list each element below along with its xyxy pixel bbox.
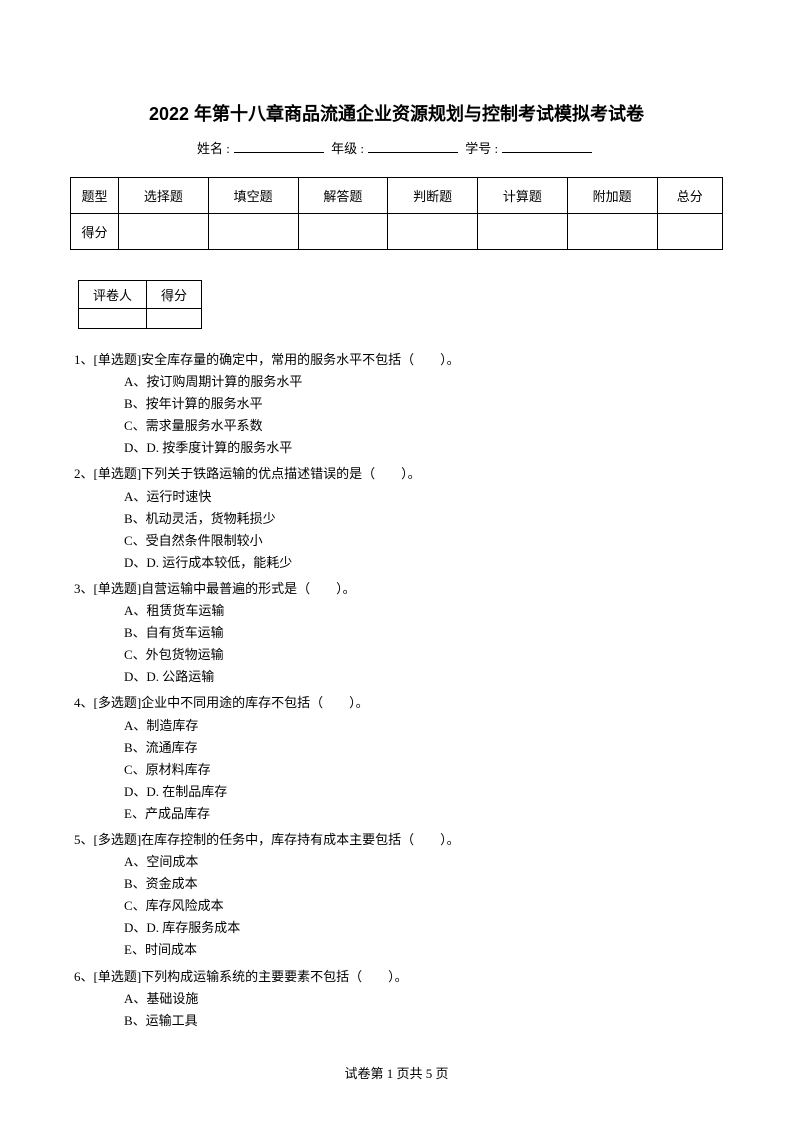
grader-score-cell[interactable] xyxy=(147,309,202,329)
question: 5、[多选题]在库存控制的任务中，库存持有成本主要包括（ ）。A、空间成本B、资… xyxy=(74,829,723,962)
score-cell[interactable] xyxy=(119,214,209,250)
score-header-cell: 总分 xyxy=(657,178,723,214)
options-list: A、运行时速快B、机动灵活，货物耗损少C、受自然条件限制较小D、D. 运行成本较… xyxy=(124,486,723,574)
score-header-cell: 填空题 xyxy=(208,178,298,214)
option: B、流通库存 xyxy=(124,737,723,759)
grade-label: 年级 : xyxy=(331,141,364,156)
question-text: [单选题]自营运输中最普遍的形式是（ ）。 xyxy=(94,578,723,600)
question-stem: 4、[多选题]企业中不同用途的库存不包括（ ）。 xyxy=(74,692,723,714)
option: D、D. 按季度计算的服务水平 xyxy=(124,437,723,459)
option: B、运输工具 xyxy=(124,1010,723,1032)
question-number: 1、 xyxy=(74,349,94,371)
page-footer: 试卷第 1 页共 5 页 xyxy=(0,1063,793,1082)
question-text: [单选题]下列关于铁路运输的优点描述错误的是（ ）。 xyxy=(94,463,723,485)
question: 2、[单选题]下列关于铁路运输的优点描述错误的是（ ）。A、运行时速快B、机动灵… xyxy=(74,463,723,573)
option: A、制造库存 xyxy=(124,715,723,737)
options-list: A、制造库存B、流通库存C、原材料库存D、D. 在制品库存E、产成品库存 xyxy=(124,715,723,825)
score-header-cell: 判断题 xyxy=(388,178,478,214)
option: B、资金成本 xyxy=(124,873,723,895)
grader-table: 评卷人 得分 xyxy=(78,280,202,329)
option: D、D. 在制品库存 xyxy=(124,781,723,803)
score-header-cell: 计算题 xyxy=(478,178,568,214)
options-list: A、空间成本B、资金成本C、库存风险成本D、D. 库存服务成本E、时间成本 xyxy=(124,851,723,961)
question-number: 2、 xyxy=(74,463,94,485)
questions-container: 1、[单选题]安全库存量的确定中，常用的服务水平不包括（ ）。A、按订购周期计算… xyxy=(74,349,723,1032)
question-number: 4、 xyxy=(74,692,94,714)
option: B、机动灵活，货物耗损少 xyxy=(124,508,723,530)
question-stem: 5、[多选题]在库存控制的任务中，库存持有成本主要包括（ ）。 xyxy=(74,829,723,851)
id-label: 学号 : xyxy=(465,141,498,156)
name-label: 姓名 : xyxy=(197,141,230,156)
question-stem: 1、[单选题]安全库存量的确定中，常用的服务水平不包括（ ）。 xyxy=(74,349,723,371)
score-header-cell: 选择题 xyxy=(119,178,209,214)
question-text: [多选题]在库存控制的任务中，库存持有成本主要包括（ ）。 xyxy=(94,829,723,851)
option: D、D. 库存服务成本 xyxy=(124,917,723,939)
option: C、受自然条件限制较小 xyxy=(124,530,723,552)
score-cell[interactable] xyxy=(208,214,298,250)
score-header-row: 题型 选择题 填空题 解答题 判断题 计算题 附加题 总分 xyxy=(71,178,723,214)
score-value-row: 得分 xyxy=(71,214,723,250)
grade-blank[interactable] xyxy=(368,139,458,153)
grader-label: 评卷人 xyxy=(79,281,147,309)
question-stem: 3、[单选题]自营运输中最普遍的形式是（ ）。 xyxy=(74,578,723,600)
question-number: 3、 xyxy=(74,578,94,600)
page-title: 2022 年第十八章商品流通企业资源规划与控制考试模拟考试卷 xyxy=(70,100,723,126)
question-text: [多选题]企业中不同用途的库存不包括（ ）。 xyxy=(94,692,723,714)
option: A、运行时速快 xyxy=(124,486,723,508)
option: A、空间成本 xyxy=(124,851,723,873)
score-table: 题型 选择题 填空题 解答题 判断题 计算题 附加题 总分 得分 xyxy=(70,177,723,250)
question: 6、[单选题]下列构成运输系统的主要要素不包括（ ）。A、基础设施B、运输工具 xyxy=(74,966,723,1032)
question-text: [单选题]安全库存量的确定中，常用的服务水平不包括（ ）。 xyxy=(94,349,723,371)
score-cell[interactable] xyxy=(567,214,657,250)
option: C、库存风险成本 xyxy=(124,895,723,917)
grader-cell[interactable] xyxy=(79,309,147,329)
score-header-cell: 附加题 xyxy=(567,178,657,214)
question-number: 6、 xyxy=(74,966,94,988)
score-row-label: 得分 xyxy=(71,214,119,250)
question-stem: 6、[单选题]下列构成运输系统的主要要素不包括（ ）。 xyxy=(74,966,723,988)
options-list: A、租赁货车运输B、自有货车运输C、外包货物运输D、D. 公路运输 xyxy=(124,600,723,688)
option: D、D. 运行成本较低，能耗少 xyxy=(124,552,723,574)
options-list: A、基础设施B、运输工具 xyxy=(124,988,723,1032)
option: A、租赁货车运输 xyxy=(124,600,723,622)
option: A、基础设施 xyxy=(124,988,723,1010)
option: C、需求量服务水平系数 xyxy=(124,415,723,437)
option: B、按年计算的服务水平 xyxy=(124,393,723,415)
student-info-line: 姓名 : 年级 : 学号 : xyxy=(70,138,723,157)
option: B、自有货车运输 xyxy=(124,622,723,644)
id-blank[interactable] xyxy=(502,139,592,153)
score-cell[interactable] xyxy=(298,214,388,250)
name-blank[interactable] xyxy=(234,139,324,153)
option: E、时间成本 xyxy=(124,939,723,961)
question: 4、[多选题]企业中不同用途的库存不包括（ ）。A、制造库存B、流通库存C、原材… xyxy=(74,692,723,825)
score-header-cell: 题型 xyxy=(71,178,119,214)
score-cell[interactable] xyxy=(388,214,478,250)
score-cell[interactable] xyxy=(657,214,723,250)
option: E、产成品库存 xyxy=(124,803,723,825)
question-number: 5、 xyxy=(74,829,94,851)
question: 1、[单选题]安全库存量的确定中，常用的服务水平不包括（ ）。A、按订购周期计算… xyxy=(74,349,723,459)
score-cell[interactable] xyxy=(478,214,568,250)
score-header-cell: 解答题 xyxy=(298,178,388,214)
options-list: A、按订购周期计算的服务水平B、按年计算的服务水平C、需求量服务水平系数D、D.… xyxy=(124,371,723,459)
option: C、外包货物运输 xyxy=(124,644,723,666)
question-text: [单选题]下列构成运输系统的主要要素不包括（ ）。 xyxy=(94,966,723,988)
option: C、原材料库存 xyxy=(124,759,723,781)
option: D、D. 公路运输 xyxy=(124,666,723,688)
grader-score-label: 得分 xyxy=(147,281,202,309)
option: A、按订购周期计算的服务水平 xyxy=(124,371,723,393)
question: 3、[单选题]自营运输中最普遍的形式是（ ）。A、租赁货车运输B、自有货车运输C… xyxy=(74,578,723,688)
question-stem: 2、[单选题]下列关于铁路运输的优点描述错误的是（ ）。 xyxy=(74,463,723,485)
